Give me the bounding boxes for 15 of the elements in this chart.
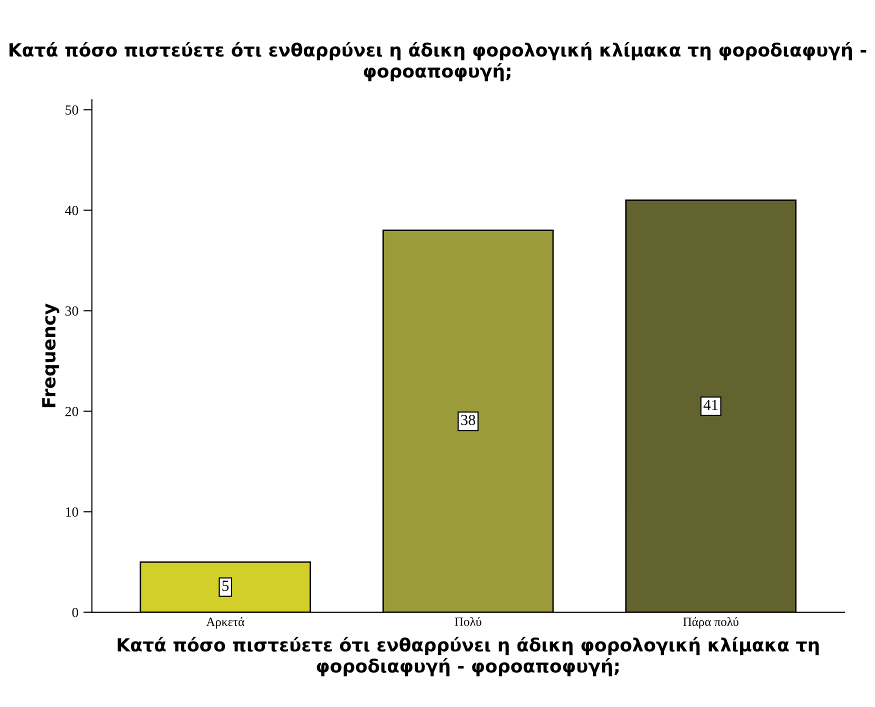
- x-tick-label: Πάρα πολύ: [683, 617, 738, 629]
- x-axis-title: Κατά πόσο πιστεύετε ότι ενθαρρύνει η άδικη φορολογική κλίμακα τη φοροδιαφυγή - φοροαποφυγή;: [118, 636, 819, 676]
- chart-title: Κατά πόσο πιστεύετε ότι ενθαρρύνει η άδικη φορολογική κλίμακα τη φοροδιαφυγή - φοροαποφυγή;: [10, 42, 866, 82]
- y-tick-label: 50: [66, 105, 78, 115]
- data-label: 5: [222, 580, 229, 591]
- y-tick-label: 40: [65, 206, 78, 216]
- y-axis-title: Frequency: [42, 303, 60, 408]
- y-tick-label: 0: [72, 608, 78, 618]
- y-tick-label: 20: [65, 406, 78, 416]
- x-tick-label: Πολύ: [454, 616, 482, 626]
- data-label: 41: [704, 400, 718, 410]
- data-label: 38: [461, 414, 476, 426]
- y-tick-label: 30: [65, 306, 78, 316]
- y-tick-label: 10: [66, 507, 78, 517]
- x-tick-label: Αρκετά: [206, 617, 244, 629]
